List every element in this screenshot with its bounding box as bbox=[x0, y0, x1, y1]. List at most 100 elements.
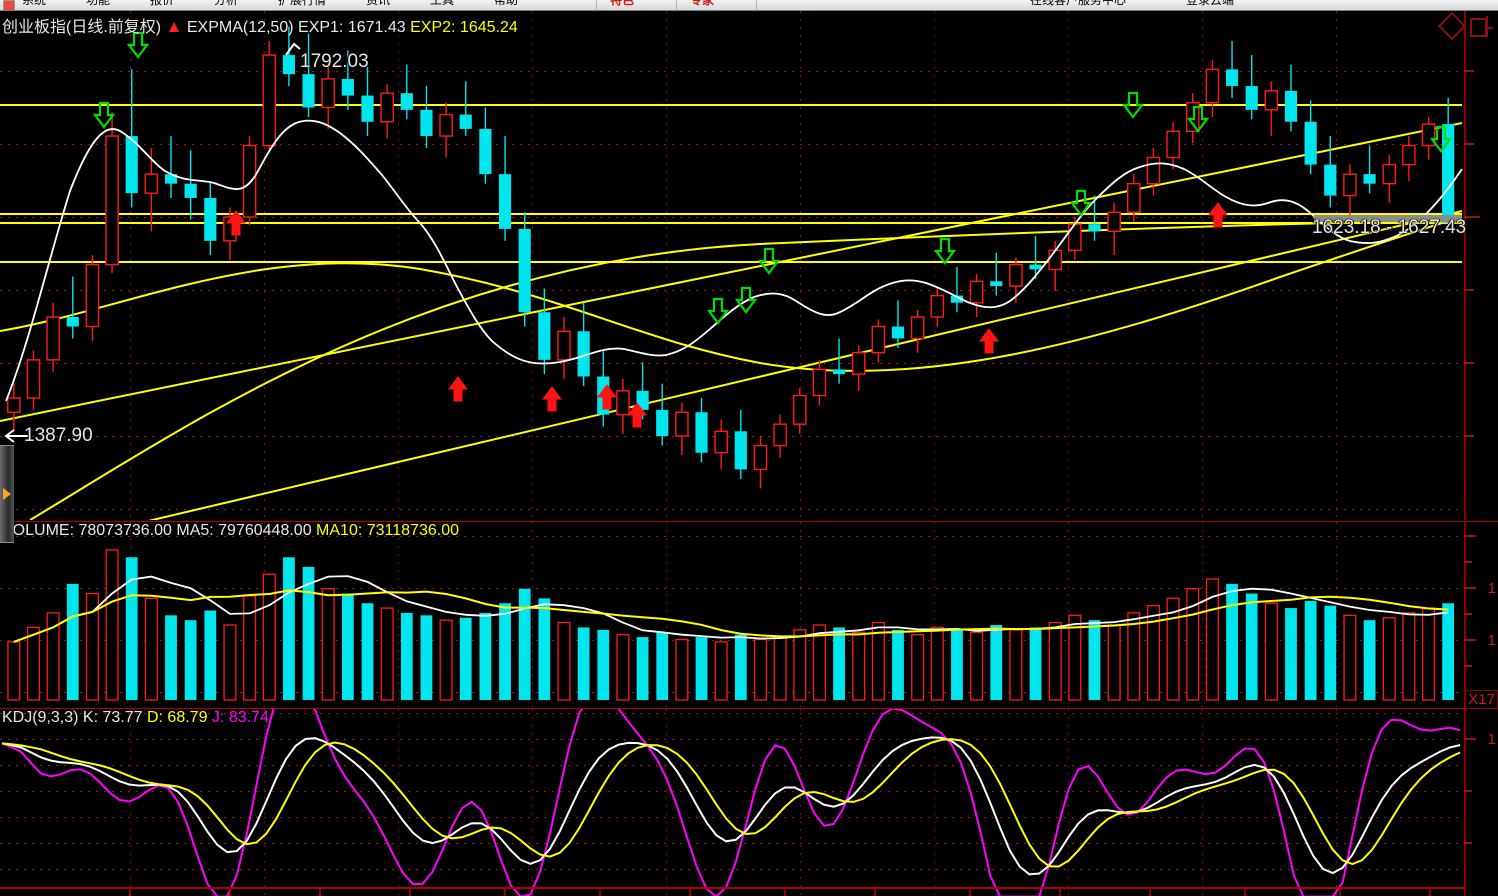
candlestick bbox=[1284, 90, 1298, 122]
candlestick bbox=[753, 444, 768, 471]
candlestick bbox=[851, 352, 866, 375]
kdj-chart-svg[interactable] bbox=[0, 709, 1498, 896]
candlestick bbox=[1264, 90, 1279, 111]
volume-ma10-value: 73118736.00 bbox=[366, 522, 459, 539]
price-grid-horizontal bbox=[0, 71, 1462, 510]
toolbar-menu-item[interactable]: 报价 bbox=[150, 0, 175, 7]
candlestick bbox=[479, 128, 492, 175]
price-chart-svg[interactable] bbox=[0, 11, 1498, 520]
candlestick bbox=[459, 114, 472, 129]
volume-bar bbox=[1382, 617, 1396, 701]
candlestick bbox=[85, 263, 100, 328]
toolbar-menu-item[interactable]: 专家 bbox=[690, 0, 715, 7]
buy-signal-arrow-icon bbox=[226, 210, 246, 236]
candlestick bbox=[675, 411, 689, 437]
expand-triangle-icon[interactable] bbox=[3, 488, 11, 500]
candlestick bbox=[714, 430, 728, 454]
exp1-readout: EXP1: 1671.43 bbox=[298, 19, 406, 36]
exp2-readout: EXP2: 1645.24 bbox=[410, 19, 518, 36]
current-range-label: 1623.18 - 1627.43 bbox=[1312, 217, 1467, 238]
volume-bar bbox=[1421, 607, 1436, 701]
volume-bar bbox=[1009, 629, 1023, 701]
candlestick bbox=[26, 359, 41, 399]
toolbar-menu-item[interactable]: 特色 bbox=[610, 0, 635, 7]
price-axis-line bbox=[1464, 11, 1466, 520]
candlestick bbox=[812, 368, 827, 397]
window-control-icons[interactable] bbox=[1437, 11, 1493, 41]
volume-bar-series bbox=[7, 549, 1455, 701]
kdj-panel[interactable]: KDJ(9,3,3) K: 73.77 D: 68.79 J: 83.74 1 bbox=[0, 709, 1498, 896]
toolbar-menu-item[interactable]: 扩展行情 bbox=[278, 0, 327, 7]
candlestick bbox=[656, 409, 669, 437]
volume-bar bbox=[302, 566, 315, 700]
toolbar-menu-item[interactable]: 系统 bbox=[22, 0, 47, 7]
volume-bar bbox=[518, 588, 531, 700]
kdj-k-readout: K: 73.77 bbox=[82, 709, 143, 726]
volume-bar bbox=[695, 637, 708, 700]
kdj-axis-ticks bbox=[1464, 738, 1476, 844]
volume-chart-svg[interactable] bbox=[0, 522, 1498, 707]
volume-bar bbox=[1205, 578, 1219, 701]
toolbar-menu-item[interactable]: 登录云端 bbox=[1186, 0, 1235, 7]
volume-scale-badge[interactable]: X17 bbox=[1465, 690, 1498, 709]
candlestick bbox=[1068, 223, 1082, 252]
candlestick bbox=[321, 78, 335, 109]
candlestick bbox=[910, 316, 925, 340]
candlestick bbox=[1402, 144, 1416, 166]
split-window-icon[interactable] bbox=[1470, 15, 1493, 37]
toolbar-menu-item[interactable]: 分析 bbox=[214, 0, 239, 7]
price-chart-panel[interactable]: 创业板指(日线.前复权) ▲ EXPMA(12,50) EXP1: 1671.4… bbox=[0, 11, 1498, 543]
panel-divider[interactable] bbox=[0, 521, 1498, 522]
kdj-header: KDJ(9,3,3) K: 73.77 D: 68.79 J: 83.74 bbox=[2, 709, 269, 727]
buy-signal-arrow-icon bbox=[597, 384, 617, 410]
volume-bar bbox=[793, 629, 807, 701]
volume-bar bbox=[871, 621, 885, 701]
candlestick bbox=[557, 330, 571, 361]
volume-bar bbox=[439, 619, 453, 701]
candlestick bbox=[1048, 249, 1062, 271]
volume-value: 78073736.00 bbox=[78, 522, 172, 539]
candlestick bbox=[400, 93, 413, 110]
volume-bar bbox=[557, 621, 571, 701]
sell-signal-arrow-icon bbox=[706, 297, 730, 325]
candlestick bbox=[969, 280, 984, 304]
high-price-pointer-arrow bbox=[285, 42, 301, 56]
panel-divider[interactable] bbox=[0, 708, 1498, 709]
candlestick bbox=[871, 325, 886, 354]
volume-bar bbox=[361, 603, 374, 700]
candlestick bbox=[1029, 264, 1042, 270]
volume-label: VOLUME: bbox=[2, 522, 75, 539]
trend-channel-lines bbox=[0, 122, 1463, 520]
volume-bar bbox=[1127, 612, 1141, 701]
toolbar-menu-item[interactable]: 功能 bbox=[86, 0, 111, 7]
toolbar-menu-item[interactable]: 在线客户服务中心 bbox=[1030, 0, 1127, 7]
low-price-pointer-arrow bbox=[4, 429, 28, 443]
candlestick bbox=[164, 174, 178, 184]
candlestick bbox=[891, 326, 905, 339]
volume-bar bbox=[1402, 612, 1416, 701]
toolbar-menu-item[interactable]: 帮助 bbox=[494, 0, 519, 7]
candlestick bbox=[1225, 69, 1239, 87]
volume-panel[interactable]: VOLUME: 78073736.00 MA5: 79760448.00 MA1… bbox=[0, 522, 1498, 709]
volume-bar bbox=[734, 634, 747, 700]
volume-bar bbox=[1324, 605, 1337, 700]
toolbar-menu-item[interactable]: 资讯 bbox=[366, 0, 391, 7]
sell-signal-arrow-icon bbox=[1121, 91, 1145, 119]
candlestick bbox=[1146, 156, 1161, 185]
diamond-icon[interactable] bbox=[1437, 11, 1467, 41]
volume-ma10-label: MA10: bbox=[316, 522, 363, 539]
volume-bar bbox=[144, 597, 158, 701]
toolbar-menu-item[interactable]: 工具 bbox=[430, 0, 455, 7]
toolbar-divider bbox=[676, 0, 677, 10]
main-toolbar[interactable]: 系统 功能 报价 分析 扩展行情 资讯 工具 帮助 特色 专家 在线客户服务中心 登录云端 bbox=[0, 0, 1498, 11]
volume-bar bbox=[1226, 583, 1238, 700]
volume-bar bbox=[26, 626, 41, 701]
left-panel-expand-handle[interactable] bbox=[0, 445, 14, 543]
volume-bar bbox=[1363, 620, 1376, 700]
date-axis-line bbox=[0, 887, 1466, 889]
volume-bar bbox=[990, 625, 1003, 700]
chart-title: 创业板指(日线.前复权) bbox=[2, 19, 162, 36]
expma-fast-line bbox=[5, 119, 1463, 402]
volume-bar bbox=[105, 549, 119, 701]
candlestick bbox=[420, 109, 433, 137]
